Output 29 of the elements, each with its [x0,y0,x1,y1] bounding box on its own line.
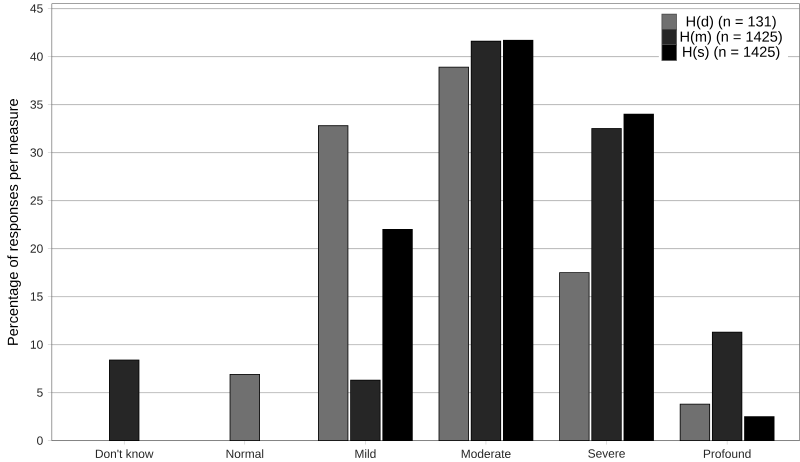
bar [624,114,654,441]
legend-label: H(m) (n = 1425) [680,30,782,44]
legend-label: H(d) (n = 131) [686,16,776,30]
bar [438,66,469,441]
y-tick-label: 20 [30,244,43,253]
bar [502,40,534,441]
x-tick-label: Severe [588,449,625,458]
bar [559,272,590,441]
legend-label: H(s) (n = 1425) [683,46,780,60]
y-tick-label: 25 [30,196,43,205]
x-tick-label: Normal [226,449,264,458]
y-tick-label: 5 [37,388,43,397]
x-tick-label: Mild [355,449,376,458]
x-tick-label: Profound [704,449,751,458]
y-tick-label: 10 [30,340,43,349]
y-tick-label: 45 [30,4,43,13]
bar [382,228,413,441]
y-tick-label: 30 [30,148,43,157]
y-axis-title: Percentage of responses per measure [7,98,21,345]
y-tick-label: 15 [30,292,43,301]
x-tick-label: Moderate [462,449,511,458]
bar [109,359,140,441]
bar [680,404,710,441]
y-tick-label: 40 [30,52,43,61]
bar [591,128,622,441]
y-tick-label: 0 [37,436,43,445]
x-tick-label: Don't know [96,449,154,458]
bar [470,40,502,441]
y-tick-label: 35 [30,100,43,109]
